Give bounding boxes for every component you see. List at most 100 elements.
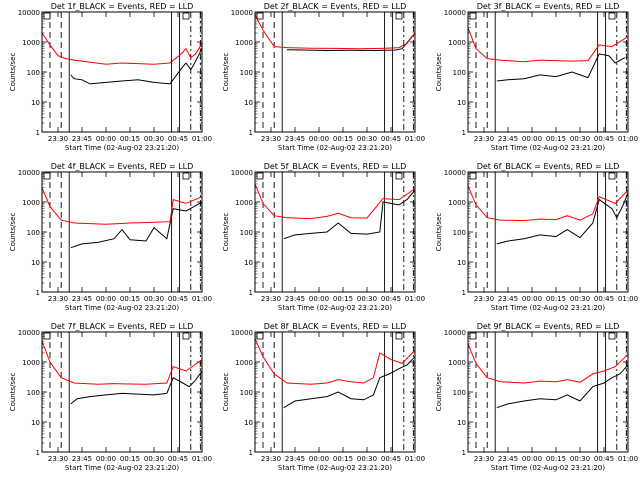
x-tick-label: 00:30 [570, 295, 590, 303]
y-axis-label: Counts/sec [435, 213, 443, 252]
y-axis-label: Counts/sec [222, 213, 230, 252]
x-tick-label: 00:15 [546, 295, 566, 303]
y-tick-label: 10000 [231, 9, 253, 17]
x-tick-label: 00:45 [381, 135, 401, 143]
y-axis-label: Counts/sec [222, 53, 230, 92]
series-lld [468, 343, 628, 384]
detector-panel-3: Det 3f_BLACK = Events, RED = LLD 1 10 100 10… [435, 2, 638, 152]
y-tick-label: 1000 [448, 199, 466, 207]
corner-marker [469, 12, 477, 20]
corner-marker [395, 172, 403, 180]
x-tick-label: 23:30 [48, 295, 68, 303]
x-tick-label: 00:30 [570, 135, 590, 143]
y-tick-label: 10 [244, 259, 253, 267]
x-tick-label: 23:30 [474, 135, 494, 143]
x-tick-label: 00:00 [309, 135, 329, 143]
x-tick-label: 23:45 [498, 455, 518, 463]
corner-marker [43, 332, 51, 340]
series-events [496, 364, 628, 409]
x-tick-label: 00:15 [546, 455, 566, 463]
plot-frame [41, 11, 203, 133]
x-tick-label: 01:00 [192, 295, 212, 303]
detector-panel-4: Det 4f_BLACK = Events, RED = LLD 1 10 100 10… [9, 162, 212, 312]
y-tick-label: 10 [457, 419, 466, 427]
x-tick-label: 00:15 [120, 135, 140, 143]
y-tick-label: 10 [457, 259, 466, 267]
corner-marker [469, 172, 477, 180]
x-tick-label: 00:00 [309, 295, 329, 303]
x-tick-label: 23:45 [72, 135, 92, 143]
series-lld [255, 183, 415, 220]
x-tick-label: 00:30 [144, 295, 164, 303]
x-tick-label: 01:00 [192, 455, 212, 463]
y-axis-label: Counts/sec [222, 373, 230, 412]
corner-marker [43, 12, 51, 20]
x-tick-label: 23:30 [474, 295, 494, 303]
y-tick-label: 10000 [444, 9, 466, 17]
x-axis-label: Start Time (02-Aug-02 23:21:20) [491, 464, 605, 472]
x-axis-label: Start Time (02-Aug-02 23:21:20) [65, 304, 179, 312]
x-tick-label: 23:30 [48, 455, 68, 463]
x-tick-label: 23:30 [474, 455, 494, 463]
x-axis-label: Start Time (02-Aug-02 23:21:20) [278, 464, 392, 472]
corner-marker [256, 172, 264, 180]
corner-marker [256, 12, 264, 20]
x-tick-label: 23:45 [72, 295, 92, 303]
series-events [283, 189, 415, 240]
series-lld [468, 185, 628, 222]
series-lld [42, 340, 202, 385]
x-tick-label: 00:45 [594, 455, 614, 463]
plot-frame [254, 171, 416, 293]
y-tick-label: 1000 [22, 359, 40, 367]
y-tick-label: 1000 [22, 199, 40, 207]
x-tick-label: 23:30 [48, 135, 68, 143]
x-tick-label: 00:00 [309, 455, 329, 463]
series-lld [42, 32, 202, 65]
x-tick-label: 00:45 [381, 295, 401, 303]
panel-title: Det 2f_BLACK = Events, RED = LLD [264, 2, 407, 11]
y-tick-label: 1000 [235, 359, 253, 367]
x-tick-label: 00:00 [522, 295, 542, 303]
x-tick-label: 00:30 [357, 295, 377, 303]
y-axis-label: Counts/sec [435, 373, 443, 412]
corner-marker [395, 332, 403, 340]
series-lld [468, 27, 628, 63]
y-tick-label: 1 [36, 449, 40, 457]
panel-title: Det 7f_BLACK = Events, RED = LLD [51, 322, 194, 331]
x-tick-label: 00:30 [357, 135, 377, 143]
x-tick-label: 00:45 [381, 455, 401, 463]
y-tick-label: 1 [462, 129, 466, 137]
x-tick-label: 23:30 [261, 295, 281, 303]
y-tick-label: 10 [244, 99, 253, 107]
y-axis-label: Counts/sec [9, 213, 17, 252]
plot-frame [41, 331, 203, 453]
x-tick-label: 23:45 [285, 295, 305, 303]
y-tick-label: 10 [31, 259, 40, 267]
series-events [496, 53, 626, 82]
plot-frame [467, 331, 629, 453]
series-lld [42, 187, 202, 225]
plot-frame [41, 171, 203, 293]
detector-panel-5: Det 5f_BLACK = Events, RED = LLD 1 10 100 10… [222, 162, 425, 312]
x-tick-label: 01:00 [618, 455, 638, 463]
x-axis-label: Start Time (02-Aug-02 23:21:20) [278, 304, 392, 312]
x-tick-label: 23:45 [72, 455, 92, 463]
y-tick-label: 1 [462, 289, 466, 297]
detector-panel-8: Det 8f_BLACK = Events, RED = LLD 1 10 100 10… [222, 322, 425, 472]
detector-panel-7: Det 7f_BLACK = Events, RED = LLD 1 10 100 10… [9, 322, 212, 472]
x-tick-label: 00:30 [357, 455, 377, 463]
y-tick-label: 10000 [18, 329, 40, 337]
x-tick-label: 01:00 [405, 295, 425, 303]
y-tick-label: 10000 [231, 329, 253, 337]
panel-title: Det 3f_BLACK = Events, RED = LLD [477, 2, 620, 11]
series-events [70, 48, 202, 85]
y-axis-label: Counts/sec [9, 373, 17, 412]
y-tick-label: 100 [453, 389, 466, 397]
x-tick-label: 00:15 [120, 455, 140, 463]
panel-title: Det 8f_BLACK = Events, RED = LLD [264, 322, 407, 331]
x-tick-label: 23:45 [498, 135, 518, 143]
x-tick-label: 00:45 [168, 455, 188, 463]
x-tick-label: 00:45 [168, 295, 188, 303]
x-tick-label: 00:45 [594, 295, 614, 303]
x-tick-label: 00:00 [96, 455, 116, 463]
